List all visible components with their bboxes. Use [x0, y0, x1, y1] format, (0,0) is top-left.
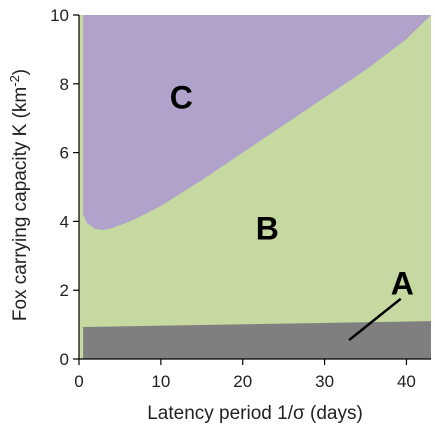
- y-ticks: 0 2 4 6 8 10: [50, 6, 79, 369]
- region-label-a: A: [391, 265, 414, 301]
- y-axis-title: Fox carrying capacity K (km-2): [7, 69, 32, 321]
- x-ticks: 0 10 20 30 40: [74, 359, 416, 391]
- region-a-area: [83, 321, 432, 359]
- region-label-c: C: [170, 80, 193, 116]
- region-label-b: B: [256, 210, 279, 246]
- y-tick-label: 6: [60, 144, 69, 163]
- y-tick-label: 10: [50, 6, 69, 25]
- annotations: A B C: [170, 80, 414, 342]
- plot-area: [79, 15, 432, 359]
- y-tick-label: 2: [60, 281, 69, 300]
- y-axis-title-main: Fox carrying capacity K (km: [10, 87, 31, 321]
- x-tick-label: 30: [315, 372, 334, 391]
- x-tick-label: 10: [151, 372, 170, 391]
- y-tick-label: 8: [60, 75, 69, 94]
- region-a-pointer-line: [348, 297, 402, 342]
- x-tick-label: 0: [74, 372, 83, 391]
- y-tick-label: 4: [60, 212, 69, 231]
- x-tick-label: 40: [397, 372, 416, 391]
- axes: 0 2 4 6 8 10 0 10 20 30 40: [50, 6, 431, 391]
- x-axis-title: Latency period 1/σ (days): [147, 403, 363, 424]
- region-c-area: [83, 15, 432, 230]
- y-tick-label: 0: [60, 350, 69, 369]
- y-axis-title-end: ): [10, 69, 31, 75]
- x-tick-label: 20: [233, 372, 252, 391]
- y-axis-title-superscript: -2: [7, 75, 22, 87]
